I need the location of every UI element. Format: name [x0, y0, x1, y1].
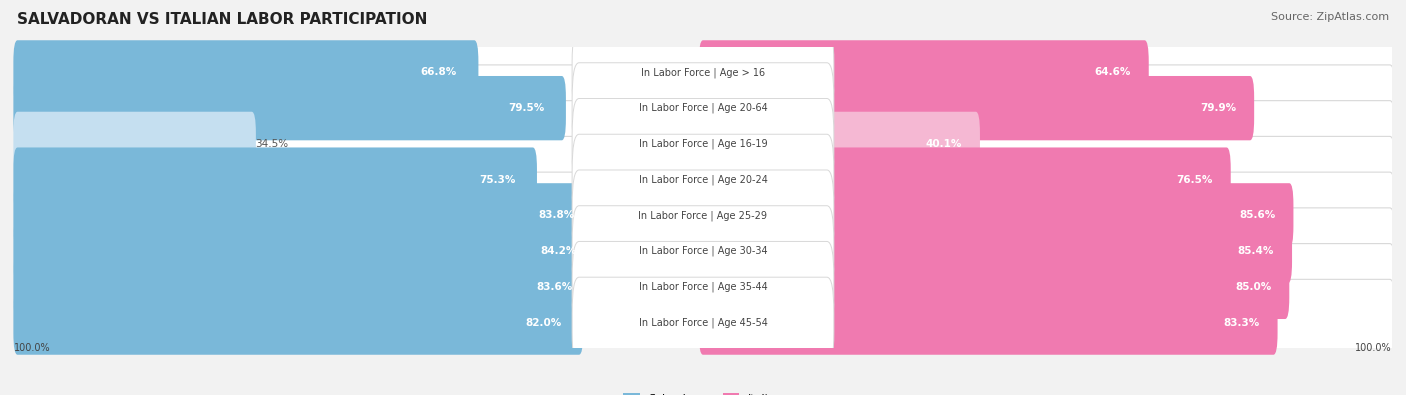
Text: 76.5%: 76.5%: [1177, 175, 1213, 184]
FancyBboxPatch shape: [699, 290, 1278, 355]
Text: 83.8%: 83.8%: [538, 211, 574, 220]
FancyBboxPatch shape: [11, 101, 1395, 187]
FancyBboxPatch shape: [11, 29, 1395, 116]
FancyBboxPatch shape: [14, 112, 256, 176]
FancyBboxPatch shape: [699, 40, 1149, 105]
FancyBboxPatch shape: [572, 134, 834, 225]
Text: 100.0%: 100.0%: [14, 342, 51, 353]
FancyBboxPatch shape: [572, 277, 834, 368]
Text: 75.3%: 75.3%: [479, 175, 516, 184]
Text: 79.5%: 79.5%: [509, 103, 544, 113]
FancyBboxPatch shape: [572, 170, 834, 261]
Text: 66.8%: 66.8%: [420, 68, 457, 77]
FancyBboxPatch shape: [14, 76, 565, 140]
Text: SALVADORAN VS ITALIAN LABOR PARTICIPATION: SALVADORAN VS ITALIAN LABOR PARTICIPATIO…: [17, 12, 427, 27]
Text: 82.0%: 82.0%: [526, 318, 562, 327]
FancyBboxPatch shape: [11, 279, 1395, 366]
Text: In Labor Force | Age 20-64: In Labor Force | Age 20-64: [638, 103, 768, 113]
FancyBboxPatch shape: [14, 147, 537, 212]
FancyBboxPatch shape: [699, 183, 1294, 248]
FancyBboxPatch shape: [699, 76, 1254, 140]
Text: 85.4%: 85.4%: [1237, 246, 1274, 256]
Text: 40.1%: 40.1%: [925, 139, 962, 149]
FancyBboxPatch shape: [572, 98, 834, 189]
Text: In Labor Force | Age 35-44: In Labor Force | Age 35-44: [638, 282, 768, 292]
FancyBboxPatch shape: [572, 27, 834, 118]
FancyBboxPatch shape: [699, 255, 1289, 319]
FancyBboxPatch shape: [11, 208, 1395, 294]
FancyBboxPatch shape: [699, 112, 980, 176]
FancyBboxPatch shape: [572, 241, 834, 332]
FancyBboxPatch shape: [572, 63, 834, 154]
FancyBboxPatch shape: [14, 40, 478, 105]
Text: In Labor Force | Age 30-34: In Labor Force | Age 30-34: [638, 246, 768, 256]
FancyBboxPatch shape: [11, 65, 1395, 151]
Text: Source: ZipAtlas.com: Source: ZipAtlas.com: [1271, 12, 1389, 22]
FancyBboxPatch shape: [11, 136, 1395, 223]
Text: In Labor Force | Age 16-19: In Labor Force | Age 16-19: [638, 139, 768, 149]
FancyBboxPatch shape: [11, 172, 1395, 259]
Text: In Labor Force | Age 25-29: In Labor Force | Age 25-29: [638, 210, 768, 221]
FancyBboxPatch shape: [14, 290, 583, 355]
Text: 34.5%: 34.5%: [256, 139, 288, 149]
Text: 85.6%: 85.6%: [1239, 211, 1275, 220]
Text: 79.9%: 79.9%: [1201, 103, 1236, 113]
FancyBboxPatch shape: [14, 219, 599, 283]
Text: 83.3%: 83.3%: [1223, 318, 1260, 327]
FancyBboxPatch shape: [14, 255, 595, 319]
Text: In Labor Force | Age > 16: In Labor Force | Age > 16: [641, 67, 765, 78]
FancyBboxPatch shape: [699, 147, 1230, 212]
Text: 85.0%: 85.0%: [1234, 282, 1271, 292]
Legend: Salvadoran, Italian: Salvadoran, Italian: [619, 388, 787, 395]
FancyBboxPatch shape: [699, 219, 1292, 283]
Text: In Labor Force | Age 45-54: In Labor Force | Age 45-54: [638, 317, 768, 328]
FancyBboxPatch shape: [572, 206, 834, 297]
Text: 100.0%: 100.0%: [1355, 342, 1392, 353]
Text: 84.2%: 84.2%: [540, 246, 576, 256]
Text: 64.6%: 64.6%: [1094, 68, 1130, 77]
FancyBboxPatch shape: [14, 183, 596, 248]
Text: In Labor Force | Age 20-24: In Labor Force | Age 20-24: [638, 174, 768, 185]
Text: 83.6%: 83.6%: [537, 282, 572, 292]
FancyBboxPatch shape: [11, 244, 1395, 330]
